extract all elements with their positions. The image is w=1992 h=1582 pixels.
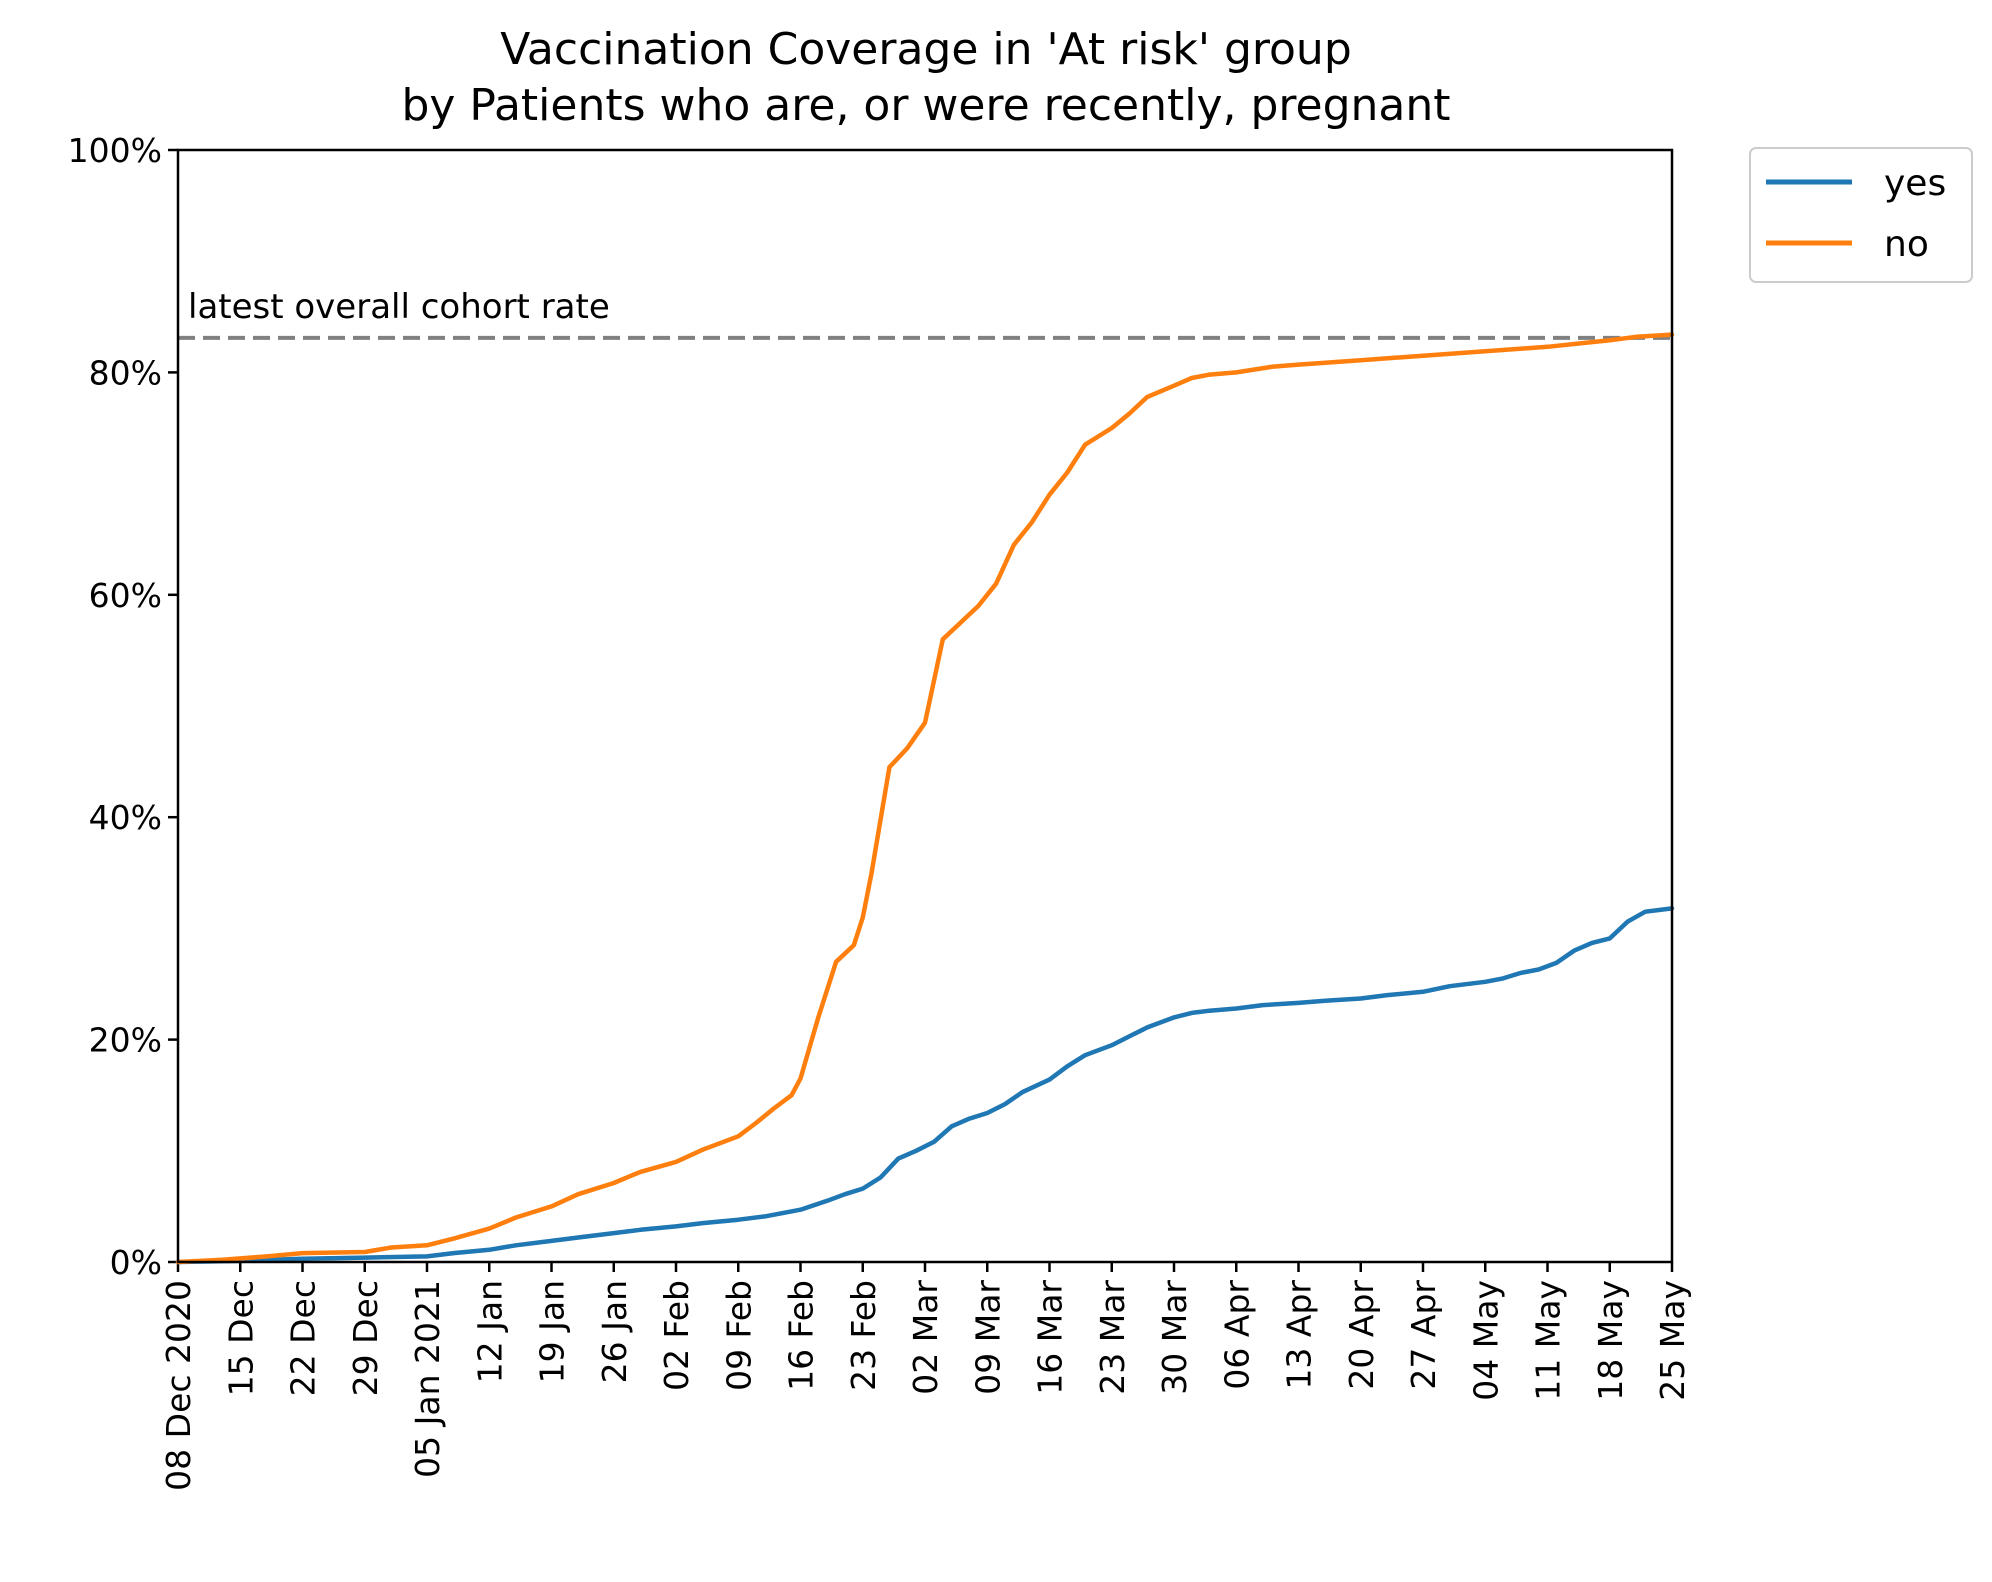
series-layer — [175, 332, 1675, 1265]
x-tick-label: 30 Mar — [1155, 1280, 1194, 1395]
x-tick-label: 12 Jan — [470, 1280, 509, 1383]
x-tick-label: 29 Dec — [346, 1280, 385, 1396]
x-tick-label: 05 Jan 2021 — [408, 1280, 447, 1478]
x-tick-label: 09 Mar — [968, 1280, 1007, 1395]
y-tick-label: 80% — [89, 353, 162, 392]
series-line-no — [175, 332, 1675, 1265]
y-tick-label: 40% — [89, 798, 162, 837]
chart-title-line-1: Vaccination Coverage in 'At risk' group — [500, 24, 1352, 75]
x-tick-label: 26 Jan — [595, 1280, 634, 1383]
legend-label-yes: yes — [1884, 163, 1946, 204]
x-tick-label: 15 Dec — [221, 1280, 260, 1396]
chart-title-line-2: by Patients who are, or were recently, p… — [401, 80, 1450, 131]
x-tick-label: 04 May — [1466, 1280, 1505, 1401]
x-tick-label: 02 Mar — [906, 1280, 945, 1395]
x-tick-label: 08 Dec 2020 — [159, 1280, 198, 1491]
y-tick-label: 20% — [89, 1021, 162, 1060]
x-tick-label: 25 May — [1653, 1280, 1692, 1401]
x-tick-label: 16 Feb — [782, 1280, 821, 1391]
y-tick-label: 0% — [110, 1243, 162, 1282]
legend: yes no — [1749, 147, 1973, 283]
x-tick-label: 06 Apr — [1217, 1280, 1256, 1390]
x-axis: 08 Dec 2020 15 Dec 22 Dec 29 Dec 05 Jan 2021… — [159, 1262, 1692, 1491]
x-tick-label: 18 May — [1591, 1280, 1630, 1401]
x-tick-label: 23 Mar — [1093, 1280, 1132, 1395]
x-tick-label: 13 Apr — [1280, 1280, 1319, 1390]
reference-line-label: latest overall cohort rate — [188, 287, 610, 327]
y-tick-label: 60% — [89, 576, 162, 615]
x-tick-label: 11 May — [1529, 1280, 1568, 1401]
x-tick-label: 22 Dec — [284, 1280, 323, 1396]
x-tick-label: 02 Feb — [657, 1280, 696, 1391]
x-tick-label: 16 Mar — [1031, 1280, 1070, 1395]
x-tick-label: 23 Feb — [844, 1280, 883, 1391]
x-tick-label: 27 Apr — [1404, 1280, 1443, 1390]
y-tick-label: 100% — [68, 131, 162, 170]
series-line-yes — [175, 906, 1675, 1265]
y-axis: 0% 20% 40% 60% 80% 100% — [68, 131, 178, 1282]
x-tick-label: 19 Jan — [533, 1280, 572, 1383]
legend-label-no: no — [1884, 224, 1929, 265]
x-tick-label: 20 Apr — [1342, 1280, 1381, 1390]
x-tick-label: 09 Feb — [719, 1280, 758, 1391]
plot-frame — [176, 148, 1674, 1264]
